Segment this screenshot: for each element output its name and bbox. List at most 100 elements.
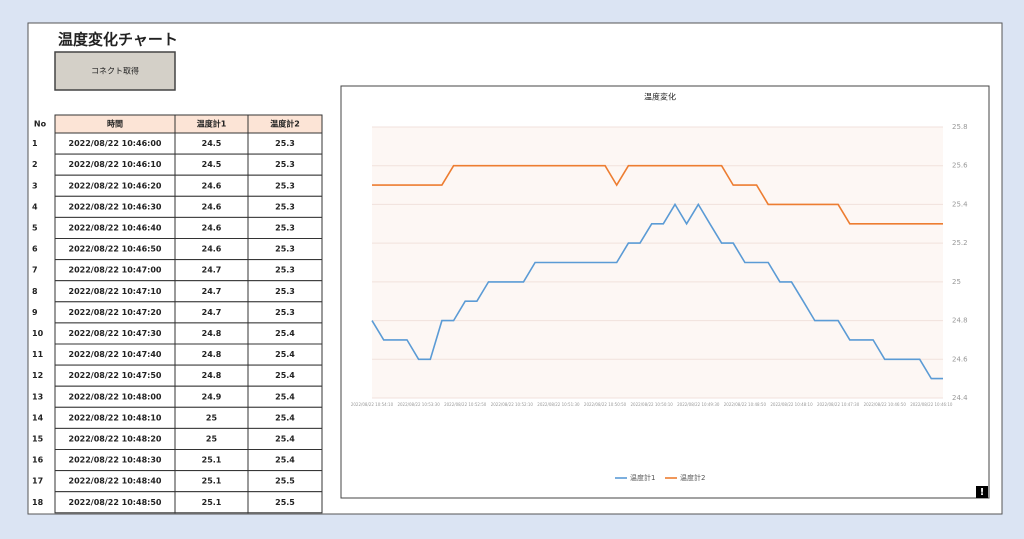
cell-text: 2022/08/22 10:47:20 [69, 308, 162, 317]
column-header: No [34, 120, 47, 129]
cell-text: 2022/08/22 10:48:50 [69, 498, 162, 507]
cell-text: 14 [32, 413, 44, 422]
x-tick-label: 2022/08/22 10:46:10 [910, 402, 953, 407]
cell-text: 17 [32, 477, 43, 486]
button-face[interactable] [54, 51, 176, 91]
cell-text: 2022/08/22 10:46:30 [69, 202, 162, 211]
cell-text: 25.4 [275, 350, 295, 359]
cell-text: 5 [32, 223, 38, 232]
cell-text: 25.3 [275, 223, 295, 232]
cell-text: 25 [206, 413, 218, 422]
chart-title: 温度変化 [644, 92, 676, 102]
plot-area [372, 127, 943, 398]
alert-badge [976, 486, 988, 498]
cell-text: 24.5 [202, 139, 222, 148]
cell-text: 25.3 [275, 139, 295, 148]
cell-text: 10 [32, 329, 44, 338]
button-label[interactable]: コネクト取得 [91, 66, 139, 76]
cell-text: 24.6 [202, 223, 222, 232]
cell-text: 25.1 [202, 456, 222, 465]
y-tick-label: 25.8 [952, 123, 968, 131]
y-tick-label: 25.4 [952, 200, 968, 208]
cell-text: 9 [32, 308, 38, 317]
series-line [372, 164, 943, 225]
cell-text: 11 [32, 350, 44, 359]
cell-text: 2022/08/22 10:46:20 [69, 181, 162, 190]
cell-text: 24.7 [202, 287, 222, 296]
cell-text: 1 [32, 139, 38, 148]
cell-text: 25.5 [275, 498, 295, 507]
cell-text: 2022/08/22 10:47:50 [69, 371, 162, 380]
cell-text: 24.6 [202, 202, 222, 211]
cell-text: 2022/08/22 10:47:30 [69, 329, 162, 338]
cell-text: 12 [32, 371, 43, 380]
x-tick-label: 2022/08/22 10:48:50 [724, 402, 767, 407]
cell-text: 25.4 [275, 413, 295, 422]
cell-text: 25.4 [275, 434, 295, 443]
cell-text: 24.7 [202, 266, 222, 275]
cell-text: 25.3 [275, 245, 295, 254]
y-tick-label: 25.6 [952, 162, 968, 170]
cell-text: 2022/08/22 10:48:00 [69, 392, 162, 401]
cell-text: 13 [32, 392, 43, 401]
cell-text: 16 [32, 456, 44, 465]
cell-text: 25.4 [275, 392, 295, 401]
legend-label: 温度計2 [680, 473, 705, 482]
cell-text: 25.4 [275, 371, 295, 380]
cell-text: 2022/08/22 10:48:30 [69, 456, 162, 465]
cell-text: 24.8 [202, 329, 222, 338]
cell-text: 3 [32, 181, 38, 190]
cell-text: 25.1 [202, 498, 222, 507]
cell-text: 25.4 [275, 329, 295, 338]
x-tick-label: 2022/08/22 10:48:10 [770, 402, 813, 407]
y-tick-label: 25.2 [952, 239, 968, 247]
cell-text: 25.3 [275, 308, 295, 317]
x-tick-label: 2022/08/22 10:47:30 [817, 402, 860, 407]
cell-text: 2022/08/22 10:47:10 [69, 287, 162, 296]
cell-text: 2022/08/22 10:47:00 [69, 266, 162, 275]
cell-text: 24.8 [202, 350, 222, 359]
x-tick-label: 2022/08/22 10:51:30 [537, 402, 580, 407]
cell-text: 25.4 [275, 456, 295, 465]
cell-text: 2022/08/22 10:48:40 [69, 477, 162, 486]
x-tick-label: 2022/08/22 10:52:10 [491, 402, 534, 407]
cell-text: 25.3 [275, 160, 295, 169]
cell-text: 2022/08/22 10:47:40 [69, 350, 162, 359]
button[interactable]: コネクト取得 [54, 51, 176, 91]
alert-icon: ! [980, 487, 985, 498]
x-tick-label: 2022/08/22 10:54:10 [351, 402, 394, 407]
series-line [371, 202, 943, 380]
cell-text: 2022/08/22 10:48:20 [69, 434, 162, 443]
x-tick-label: 2022/08/22 10:50:50 [584, 402, 627, 407]
page-title: 温度変化チャート [58, 31, 178, 49]
cell-text: 24.6 [202, 245, 222, 254]
cell-text: 25.5 [275, 477, 295, 486]
cell-text: 24.8 [202, 371, 222, 380]
cell-text: 6 [32, 245, 38, 254]
x-tick-label: 2022/08/22 10:46:50 [864, 402, 907, 407]
cell-text: 2022/08/22 10:46:50 [69, 245, 162, 254]
cell-text: 15 [32, 434, 44, 443]
y-tick-label: 24.4 [952, 394, 968, 402]
cell-text: 18 [32, 498, 44, 507]
x-tick-label: 2022/08/22 10:52:50 [444, 402, 487, 407]
cell-text: 4 [32, 202, 38, 211]
cell-text: 24.6 [202, 181, 222, 190]
y-tick-label: 25 [952, 278, 961, 286]
cell-text: 25.3 [275, 181, 295, 190]
cell-text: 25.3 [275, 266, 295, 275]
cell [247, 491, 323, 514]
cell-text: 24.5 [202, 160, 222, 169]
cell-text: 25.1 [202, 477, 222, 486]
column-header: 温度計1 [197, 119, 227, 129]
cell-text: 25 [206, 434, 218, 443]
table: No 時間 温度計1 温度計2 1 2022/08/22 10:46:00 24.5 25.3… [32, 114, 323, 514]
column-header: 時間 [107, 119, 123, 129]
legend-label: 温度計1 [630, 473, 655, 482]
x-tick-label: 2022/08/22 10:53:30 [397, 402, 440, 407]
y-tick-label: 24.8 [952, 317, 968, 325]
cell-text: 2022/08/22 10:48:10 [69, 413, 162, 422]
cell-text: 25.3 [275, 287, 295, 296]
